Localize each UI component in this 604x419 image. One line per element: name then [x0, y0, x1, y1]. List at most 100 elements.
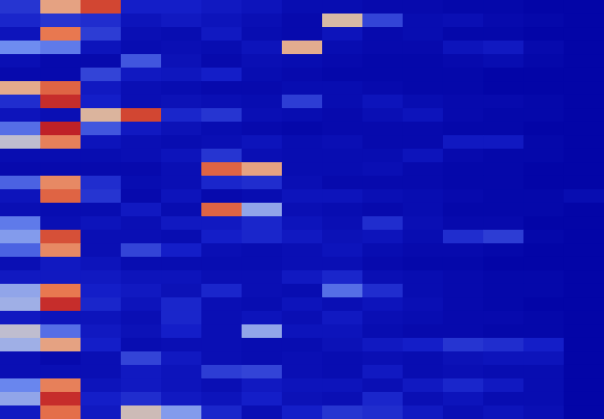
- heatmap-cell-r20-c0: [0, 270, 41, 284]
- heatmap-cell-r27-c10: [403, 365, 444, 379]
- heatmap-cell-r2-c2: [81, 27, 122, 41]
- heatmap-cell-r22-c5: [201, 297, 242, 311]
- heatmap-cell-r21-c0: [0, 284, 41, 298]
- heatmap-cell-r15-c1: [40, 203, 81, 217]
- heatmap-cell-r23-c0: [0, 311, 41, 325]
- heatmap-cell-r13-c1: [40, 176, 81, 190]
- heatmap-cell-r29-c2: [81, 392, 122, 406]
- heatmap-cell-r4-c10: [403, 54, 444, 68]
- heatmap-cell-r2-c8: [322, 27, 363, 41]
- heatmap-cell-r26-c7: [282, 351, 323, 365]
- heatmap-cell-r3-c5: [201, 41, 242, 55]
- heatmap-cell-r6-c9: [362, 81, 403, 95]
- heatmap-cell-r7-c5: [201, 95, 242, 109]
- heatmap-cell-r11-c0: [0, 149, 41, 163]
- heatmap-cell-r21-c13: [523, 284, 564, 298]
- heatmap-cell-r4-c8: [322, 54, 363, 68]
- heatmap-cell-r29-c8: [322, 392, 363, 406]
- heatmap-cell-r6-c11: [443, 81, 484, 95]
- heatmap-cell-r3-c10: [403, 41, 444, 55]
- heatmap-cell-r5-c0: [0, 68, 41, 82]
- heatmap-cell-r30-c14: [564, 405, 604, 419]
- heatmap-cell-r8-c8: [322, 108, 363, 122]
- heatmap-cell-r21-c10: [403, 284, 444, 298]
- heatmap-cell-r27-c14: [564, 365, 604, 379]
- heatmap-cell-r25-c2: [81, 338, 122, 352]
- heatmap-cell-r23-c11: [443, 311, 484, 325]
- heatmap-cell-r10-c12: [483, 135, 524, 149]
- heatmap-cell-r12-c7: [282, 162, 323, 176]
- heatmap-cell-r0-c7: [282, 0, 323, 14]
- heatmap-cell-r30-c12: [483, 405, 524, 419]
- heatmap-cell-r17-c14: [564, 230, 604, 244]
- heatmap-cell-r30-c6: [242, 405, 283, 419]
- heatmap-cell-r30-c13: [523, 405, 564, 419]
- heatmap-cell-r17-c11: [443, 230, 484, 244]
- heatmap-cell-r16-c6: [242, 216, 283, 230]
- heatmap-cell-r15-c7: [282, 203, 323, 217]
- heatmap-cell-r9-c10: [403, 122, 444, 136]
- heatmap-cell-r18-c3: [121, 243, 162, 257]
- heatmap-cell-r18-c0: [0, 243, 41, 257]
- heatmap-cell-r1-c13: [523, 14, 564, 28]
- heatmap-cell-r19-c1: [40, 257, 81, 271]
- heatmap-cell-r19-c6: [242, 257, 283, 271]
- heatmap-cell-r26-c4: [161, 351, 202, 365]
- heatmap-cell-r4-c2: [81, 54, 122, 68]
- heatmap-cell-r18-c5: [201, 243, 242, 257]
- heatmap-cell-r29-c7: [282, 392, 323, 406]
- heatmap-cell-r28-c4: [161, 378, 202, 392]
- heatmap-cell-r15-c5: [201, 203, 242, 217]
- heatmap-cell-r7-c9: [362, 95, 403, 109]
- heatmap-cell-r26-c6: [242, 351, 283, 365]
- heatmap-cell-r4-c13: [523, 54, 564, 68]
- heatmap-cell-r2-c4: [161, 27, 202, 41]
- heatmap-cell-r23-c12: [483, 311, 524, 325]
- heatmap-cell-r28-c0: [0, 378, 41, 392]
- heatmap-cell-r10-c1: [40, 135, 81, 149]
- heatmap-cell-r13-c10: [403, 176, 444, 190]
- heatmap-cell-r0-c9: [362, 0, 403, 14]
- heatmap-cell-r19-c13: [523, 257, 564, 271]
- heatmap-cell-r19-c12: [483, 257, 524, 271]
- heatmap-cell-r3-c13: [523, 41, 564, 55]
- heatmap-cell-r7-c4: [161, 95, 202, 109]
- heatmap-cell-r2-c9: [362, 27, 403, 41]
- heatmap-cell-r21-c9: [362, 284, 403, 298]
- heatmap-cell-r7-c14: [564, 95, 604, 109]
- heatmap-cell-r22-c13: [523, 297, 564, 311]
- heatmap-cell-r11-c2: [81, 149, 122, 163]
- heatmap-cell-r12-c4: [161, 162, 202, 176]
- heatmap-cell-r18-c2: [81, 243, 122, 257]
- heatmap-cell-r18-c7: [282, 243, 323, 257]
- heatmap-cell-r24-c5: [201, 324, 242, 338]
- heatmap-cell-r22-c3: [121, 297, 162, 311]
- heatmap-cell-r20-c12: [483, 270, 524, 284]
- heatmap-cell-r28-c5: [201, 378, 242, 392]
- heatmap-cell-r30-c0: [0, 405, 41, 419]
- heatmap-cell-r10-c6: [242, 135, 283, 149]
- heatmap-cell-r27-c1: [40, 365, 81, 379]
- heatmap-cell-r12-c8: [322, 162, 363, 176]
- heatmap-cell-r8-c0: [0, 108, 41, 122]
- heatmap-cell-r10-c11: [443, 135, 484, 149]
- heatmap-cell-r24-c3: [121, 324, 162, 338]
- heatmap-cell-r19-c2: [81, 257, 122, 271]
- heatmap-cell-r5-c14: [564, 68, 604, 82]
- heatmap-cell-r5-c1: [40, 68, 81, 82]
- heatmap-cell-r13-c12: [483, 176, 524, 190]
- heatmap-cell-r17-c4: [161, 230, 202, 244]
- heatmap-cell-r6-c2: [81, 81, 122, 95]
- heatmap-cell-r19-c3: [121, 257, 162, 271]
- heatmap-cell-r9-c0: [0, 122, 41, 136]
- heatmap-cell-r15-c0: [0, 203, 41, 217]
- heatmap-cell-r26-c12: [483, 351, 524, 365]
- heatmap-cell-r23-c3: [121, 311, 162, 325]
- heatmap-cell-r6-c7: [282, 81, 323, 95]
- heatmap-cell-r21-c6: [242, 284, 283, 298]
- heatmap-cell-r20-c9: [362, 270, 403, 284]
- heatmap-cell-r10-c3: [121, 135, 162, 149]
- heatmap-cell-r0-c0: [0, 0, 41, 14]
- heatmap-cell-r3-c2: [81, 41, 122, 55]
- heatmap-cell-r11-c1: [40, 149, 81, 163]
